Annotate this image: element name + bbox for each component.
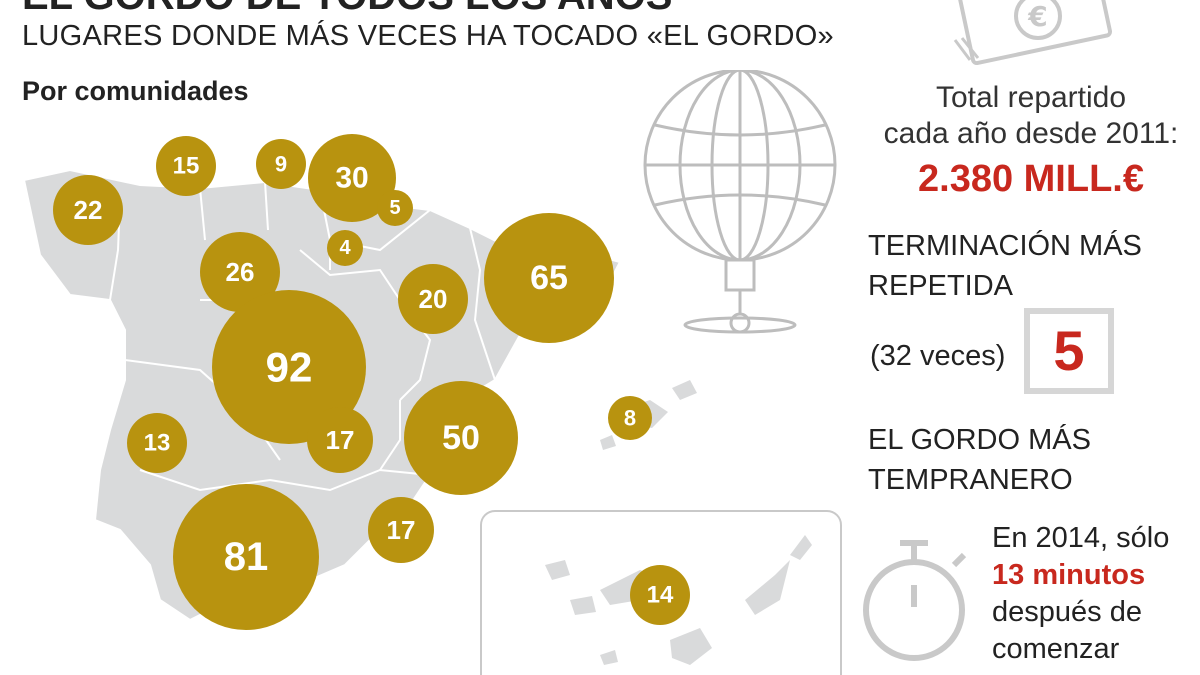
bubble-label-canarias: 14 bbox=[647, 582, 674, 609]
canary-islands bbox=[545, 535, 812, 665]
spain-map: 22 15 9 30 5 4 26 20 65 92 17 13 50 8 17 81 14 bbox=[22, 134, 842, 675]
bubble-castilla-y-leon bbox=[200, 232, 280, 312]
earliest-text: En 2014, sólo 13 minutos después de come… bbox=[992, 520, 1169, 668]
canary-inset-box bbox=[480, 510, 842, 675]
earliest-label-line2: TEMPRANERO bbox=[868, 464, 1073, 496]
earliest-highlight: 13 minutos bbox=[992, 559, 1146, 591]
bubble-label-cataluna: 65 bbox=[530, 259, 568, 297]
bubble-andalucia bbox=[173, 484, 319, 630]
bubble-murcia bbox=[368, 497, 434, 563]
bubble-label-navarra: 5 bbox=[389, 197, 400, 219]
ending-times: (32 veces) bbox=[870, 340, 1006, 372]
earliest-line3: después de bbox=[992, 596, 1142, 628]
bubble-navarra bbox=[377, 190, 413, 226]
bubble-baleares bbox=[608, 396, 652, 440]
bubble-label-andalucia: 81 bbox=[224, 535, 269, 579]
earliest-line4: comenzar bbox=[992, 633, 1120, 665]
ending-digit: 5 bbox=[1053, 319, 1085, 382]
ending-label: TERMINACIÓN MÁS REPETIDA bbox=[868, 226, 1142, 306]
bubble-galicia bbox=[53, 175, 123, 245]
bubble-label-madrid: 92 bbox=[266, 344, 313, 391]
bubble-la-rioja bbox=[327, 230, 363, 266]
bubble-label-baleares: 8 bbox=[624, 406, 636, 431]
ending-label-line1: TERMINACIÓN MÁS bbox=[868, 230, 1142, 262]
total-label-line2: cada año desde 2011: bbox=[883, 117, 1179, 150]
bubbles-layer: 22 15 9 30 5 4 26 20 65 92 17 13 50 8 17 81 14 bbox=[53, 134, 690, 630]
bubble-cataluna bbox=[484, 213, 614, 343]
bubble-label-extremadura: 13 bbox=[144, 430, 171, 457]
earliest-label: EL GORDO MÁS TEMPRANERO bbox=[868, 420, 1091, 500]
bubble-canarias bbox=[630, 565, 690, 625]
bubble-castilla-la-mancha bbox=[307, 407, 373, 473]
bubble-aragon bbox=[398, 264, 468, 334]
bubble-label-la-rioja: 4 bbox=[339, 237, 351, 259]
lottery-drum-icon bbox=[643, 70, 837, 334]
bubble-label-galicia: 22 bbox=[74, 195, 103, 225]
bubble-label-cantabria: 9 bbox=[275, 152, 287, 177]
total-label-line1: Total repartido bbox=[935, 81, 1127, 114]
section-title: Por comunidades bbox=[22, 76, 249, 106]
bubble-extremadura bbox=[127, 413, 187, 473]
bubble-label-aragon: 20 bbox=[419, 284, 448, 314]
bubble-label-murcia: 17 bbox=[387, 515, 416, 545]
ending-digit-box: 5 bbox=[1024, 308, 1114, 394]
stopwatch-icon bbox=[863, 540, 967, 661]
earliest-line1: En 2014, sólo bbox=[992, 522, 1170, 554]
bubble-label-pais-vasco: 30 bbox=[335, 162, 368, 195]
earliest-label-line1: EL GORDO MÁS bbox=[868, 424, 1091, 456]
subtitle: LUGARES DONDE MÁS VECES HA TOCADO «EL GO… bbox=[22, 20, 834, 52]
bubble-label-castilla-y-leon: 26 bbox=[226, 257, 255, 287]
bubble-cantabria bbox=[256, 139, 306, 189]
bubble-pais-vasco bbox=[308, 134, 396, 222]
bubble-label-castilla-la-mancha: 17 bbox=[326, 425, 355, 455]
ending-label-line2: REPETIDA bbox=[868, 270, 1014, 302]
bubble-madrid bbox=[212, 290, 366, 444]
bubble-asturias bbox=[156, 136, 216, 196]
money-bills-icon: € bbox=[953, 0, 1113, 66]
bubble-comunidad-valenciana bbox=[404, 381, 518, 495]
svg-text:€: € bbox=[1027, 0, 1047, 33]
main-title: EL GORDO DE TODOS LOS AÑOS bbox=[22, 0, 672, 19]
bubble-label-asturias: 15 bbox=[173, 153, 200, 180]
total-label: Total repartido cada año desde 2011: bbox=[862, 80, 1200, 152]
bubble-label-comunidad-valenciana: 50 bbox=[442, 419, 480, 457]
total-value: 2.380 MILL.€ bbox=[918, 158, 1144, 200]
